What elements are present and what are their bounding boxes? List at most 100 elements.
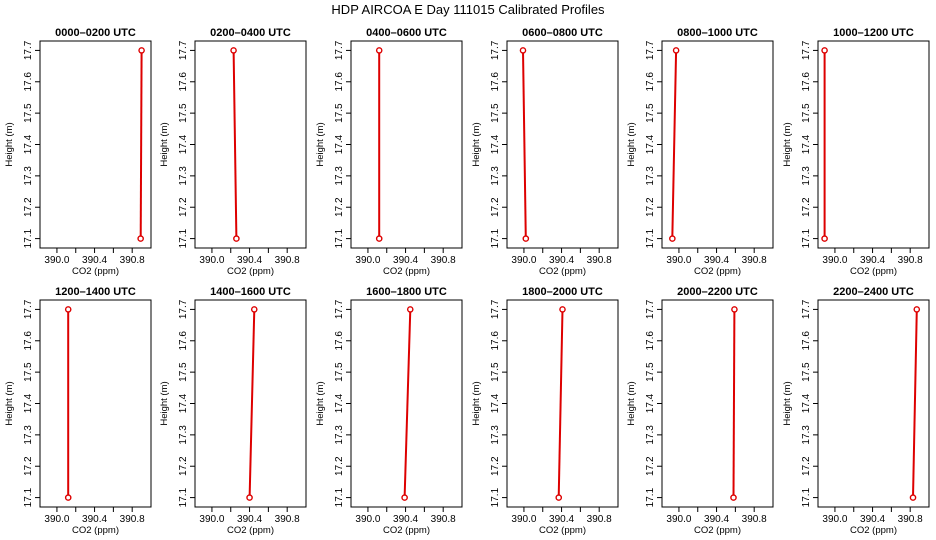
data-point [138, 47, 145, 54]
panel-title: 1400–1600 UTC [210, 286, 291, 298]
x-tick-label: 390.8 [275, 255, 300, 266]
panel-title: 0200–0400 UTC [210, 27, 291, 39]
y-tick-label: 17.7 [645, 40, 656, 60]
x-tick-label: 390.8 [898, 514, 923, 525]
data-point [672, 47, 680, 54]
y-tick-label: 17.3 [334, 166, 345, 186]
y-tick-label: 17.5 [23, 362, 34, 382]
profile-line [403, 309, 412, 498]
y-tick-label: 17.7 [334, 40, 345, 60]
x-tick-label: 390.0 [666, 255, 691, 266]
y-tick-label: 17.2 [490, 197, 501, 217]
data-point [522, 235, 530, 242]
x-axis-label: CO2 (ppm) [72, 525, 119, 536]
x-axis-label: CO2 (ppm) [694, 266, 741, 277]
y-axis-label: Height (m) [471, 122, 482, 166]
panel-title: 1800–2000 UTC [522, 286, 603, 298]
y-tick-label: 17.4 [334, 134, 345, 154]
y-tick-label: 17.6 [23, 72, 34, 92]
y-axis-label: Height (m) [782, 381, 793, 425]
x-tick-label: 390.4 [82, 255, 107, 266]
x-tick-label: 390.0 [44, 514, 69, 525]
y-axis-label: Height (m) [315, 381, 326, 425]
y-tick-label: 17.6 [645, 331, 656, 351]
y-axis-label: Height (m) [782, 122, 793, 166]
x-tick-label: 390.8 [431, 514, 456, 525]
y-tick-label: 17.5 [334, 362, 345, 382]
panel-title: 0400–0600 UTC [366, 27, 447, 39]
y-tick-label: 17.2 [645, 456, 656, 476]
y-tick-label: 17.7 [23, 40, 34, 60]
y-tick-label: 17.1 [645, 487, 656, 507]
profile-line [248, 309, 256, 498]
x-tick-label: 390.8 [742, 514, 767, 525]
profile-line [912, 309, 918, 498]
y-tick-label: 17.6 [490, 331, 501, 351]
y-tick-label: 17.1 [490, 228, 501, 248]
y-tick-label: 17.1 [801, 228, 812, 248]
x-tick-label: 390.0 [355, 514, 380, 525]
data-point [250, 306, 258, 313]
data-point [64, 494, 72, 501]
y-axis-label: Height (m) [159, 122, 170, 166]
y-tick-label: 17.4 [490, 393, 501, 413]
profile-line [522, 50, 527, 239]
y-tick-label: 17.1 [801, 487, 812, 507]
x-axis-label: CO2 (ppm) [694, 525, 741, 536]
x-tick-label: 390.0 [355, 255, 380, 266]
plot-frame [350, 40, 463, 249]
x-axis-label: CO2 (ppm) [227, 266, 274, 277]
y-tick-label: 17.3 [490, 166, 501, 186]
y-tick-label: 17.1 [334, 487, 345, 507]
profile-line [139, 50, 143, 239]
y-tick-label: 17.7 [178, 299, 189, 319]
y-tick-label: 17.3 [178, 166, 189, 186]
y-axis-label: Height (m) [471, 381, 482, 425]
profile-line [671, 50, 678, 239]
y-tick-label: 17.1 [178, 228, 189, 248]
x-tick-label: 390.0 [511, 514, 536, 525]
profile-line [732, 309, 736, 498]
y-tick-label: 17.5 [178, 103, 189, 123]
x-tick-label: 390.4 [237, 255, 262, 266]
profile-line [232, 50, 238, 239]
y-tick-label: 17.2 [334, 197, 345, 217]
y-tick-label: 17.7 [645, 299, 656, 319]
data-point [137, 235, 144, 242]
x-tick-label: 390.4 [704, 255, 729, 266]
data-point [233, 235, 240, 242]
y-tick-label: 17.1 [23, 487, 34, 507]
y-tick-label: 17.6 [23, 331, 34, 351]
y-tick-label: 17.2 [23, 197, 34, 217]
y-tick-label: 17.2 [645, 197, 656, 217]
y-tick-label: 17.1 [334, 228, 345, 248]
y-tick-label: 17.3 [645, 425, 656, 445]
y-tick-label: 17.4 [801, 134, 812, 154]
y-tick-label: 17.3 [334, 425, 345, 445]
figure-title: HDP AIRCOA E Day 111015 Calibrated Profi… [331, 2, 605, 17]
data-point [730, 494, 737, 501]
panel-title: 0800–1000 UTC [677, 27, 758, 39]
plot-frame [817, 299, 930, 508]
y-tick-label: 17.1 [23, 228, 34, 248]
y-tick-label: 17.3 [178, 425, 189, 445]
y-tick-label: 17.5 [178, 362, 189, 382]
panel-title: 2200–2400 UTC [833, 286, 914, 298]
x-axis-label: CO2 (ppm) [850, 266, 897, 277]
x-axis-label: CO2 (ppm) [850, 525, 897, 536]
y-tick-label: 17.4 [178, 393, 189, 413]
x-tick-label: 390.4 [860, 514, 885, 525]
data-point [375, 47, 383, 54]
y-tick-label: 17.4 [23, 393, 34, 413]
y-tick-label: 17.3 [23, 425, 34, 445]
data-point [821, 47, 828, 54]
y-tick-label: 17.2 [178, 197, 189, 217]
